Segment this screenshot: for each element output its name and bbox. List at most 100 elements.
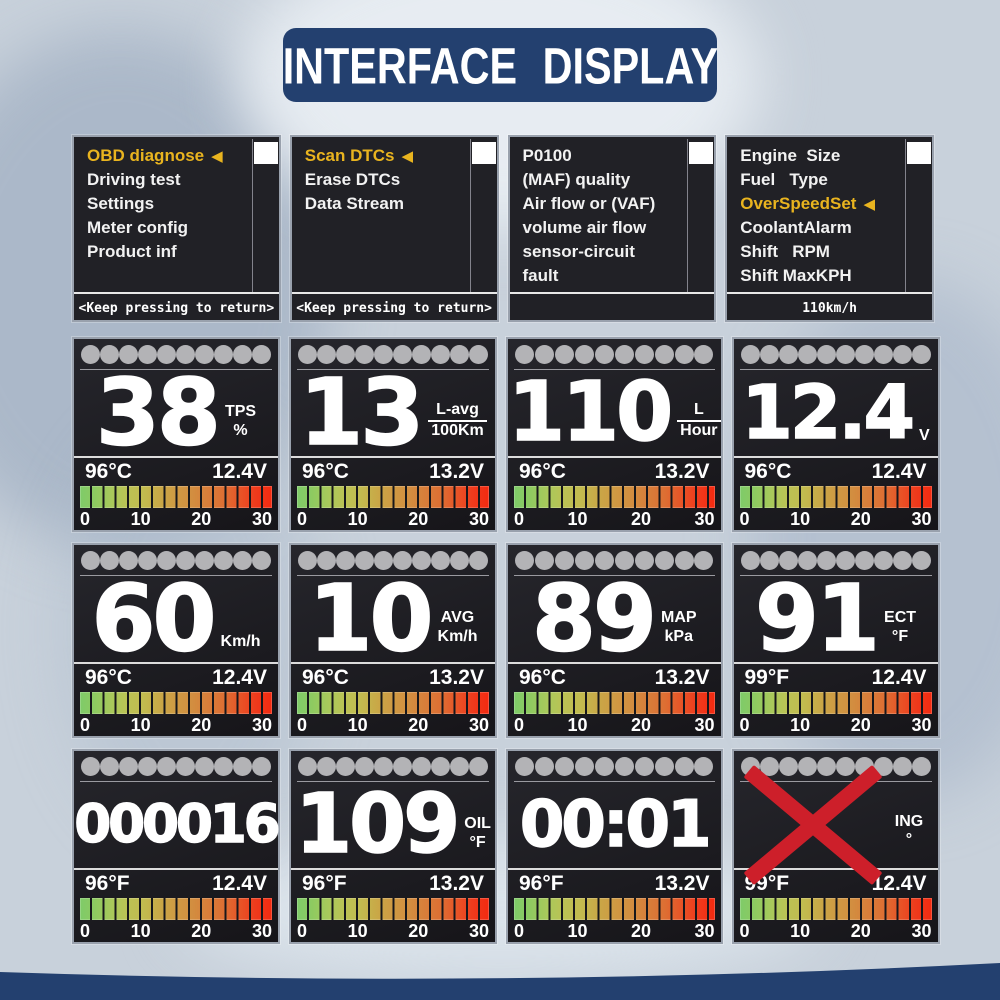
scale-label: 10 [790,921,811,941]
level-bar [297,486,489,508]
level-bar [297,898,489,920]
menu-item: volume air flow [523,216,715,240]
voltage-reading: 13.2V [429,459,484,483]
footer-divider [74,292,279,294]
menu-item: OverSpeedSet ◀ [740,192,932,216]
gauge-screen: 109 OIL °F 96°F 13.2V 0 10 20 30 [289,749,497,944]
scrollbar-track [905,139,906,292]
scale-label: 20 [408,509,429,529]
led-dot-row [291,545,495,570]
led-dot [355,551,374,570]
status-row: 96°C 12.4V [74,456,278,485]
led-dot [911,345,931,364]
led-dot-row [508,339,721,364]
dot-divider [739,369,932,370]
led-dot [138,757,157,776]
menu-item: Air flow or (VAF) [523,192,715,216]
gauge-unit-top: AVG [440,609,475,627]
menu-item: sensor-circuit [523,240,715,264]
led-dot [854,345,874,364]
menu-item: Shift MaxKPH [740,264,932,288]
scale-label: 0 [514,715,525,735]
menu-item-label: Engine Size [740,146,841,165]
gauge-value: 13 [298,358,425,466]
gauge-unit-top: Km/h [220,632,261,650]
gauge-unit-bottom: 100Km [428,419,487,440]
gauge-unit: Km/h [221,633,261,651]
scale-row: 0 10 20 30 [508,714,721,736]
gauge-unit: V [919,427,930,445]
temp-reading: 96°C [519,665,566,689]
led-dot [873,345,893,364]
led-dot-row [291,339,495,364]
level-bar [514,898,715,920]
led-dot [393,551,412,570]
status-row: 96°C 13.2V [508,456,721,485]
scrollbar-track [469,139,471,292]
led-dot [778,551,798,570]
status-row: 99°F 12.4V [733,662,938,691]
scale-row: 0 10 20 30 [74,714,278,736]
gauge-unit-top: ECT [884,609,917,627]
scale-row: 0 10 20 30 [734,714,938,736]
led-dot-row [291,751,495,776]
gauge-value: 38 [95,358,222,466]
title-banner: INTERFACE DISPLAY [282,28,718,102]
selection-arrow-icon: ◀ [863,196,876,213]
scrollbar-thumb [471,142,496,164]
voltage-reading: 13.2V [429,871,484,895]
led-dot [393,757,412,776]
gauge-screen: 00:01 96°F 13.2V 0 10 20 30 [506,749,723,944]
scale-label: 10 [567,509,588,529]
dot-divider [514,781,715,782]
led-dot [157,345,176,364]
menu-item: Data Stream [305,192,497,216]
led-dot [450,345,469,364]
led-dot [100,757,119,776]
led-dot [694,345,714,364]
led-dot [317,551,336,570]
gauge-value: 91 [754,564,881,672]
scale-label: 30 [694,921,715,941]
menu-item: Shift RPM [740,240,932,264]
gauge-value: 10 [308,564,435,672]
selection-arrow-icon: ◀ [211,148,223,165]
gauge-value: 109 [294,777,461,873]
scale-row: 0 10 20 30 [291,920,495,942]
led-dot [892,345,912,364]
scale-label: 0 [80,921,91,941]
gauge-unit-top: TPS [224,403,257,421]
scale-label: 0 [80,509,91,529]
voltage-reading: 12.4V [871,665,927,689]
led-dot [355,345,374,364]
scale-label: 10 [130,509,151,529]
led-dot [176,551,195,570]
led-dot [431,757,450,776]
led-dot [431,345,450,364]
gauge-unit: TPS% [225,403,256,440]
scale-label: 0 [80,715,91,735]
led-dot-row [74,751,278,776]
scale-label: 30 [251,921,272,941]
menu-item: Scan DTCs ◀ [305,144,497,168]
level-bar [297,692,489,714]
led-dot [233,757,252,776]
scale-label: 10 [790,715,811,735]
gauge-value: 12.4 [741,369,916,456]
scale-row: 0 10 20 30 [74,508,278,530]
gauge-unit-bottom: ° [905,831,913,848]
led-dot [614,345,634,364]
value-area: 38 TPS% [74,358,278,466]
gauge-unit: AVG Km/h [438,609,478,646]
led-dot [835,345,855,364]
error-x-icon [748,765,878,885]
menu-item-label: Erase DTCs [304,170,401,189]
temp-reading: 96°F [302,871,347,895]
gauge-screen: 89 MAP kPa 96°C 13.2V 0 10 20 30 [506,543,723,738]
menu-item: Settings [87,192,279,216]
temp-reading: 96°C [85,665,132,689]
menu-item: Meter config [87,216,279,240]
led-dot [574,757,594,776]
scale-label: 10 [567,715,588,735]
led-dot [740,551,760,570]
